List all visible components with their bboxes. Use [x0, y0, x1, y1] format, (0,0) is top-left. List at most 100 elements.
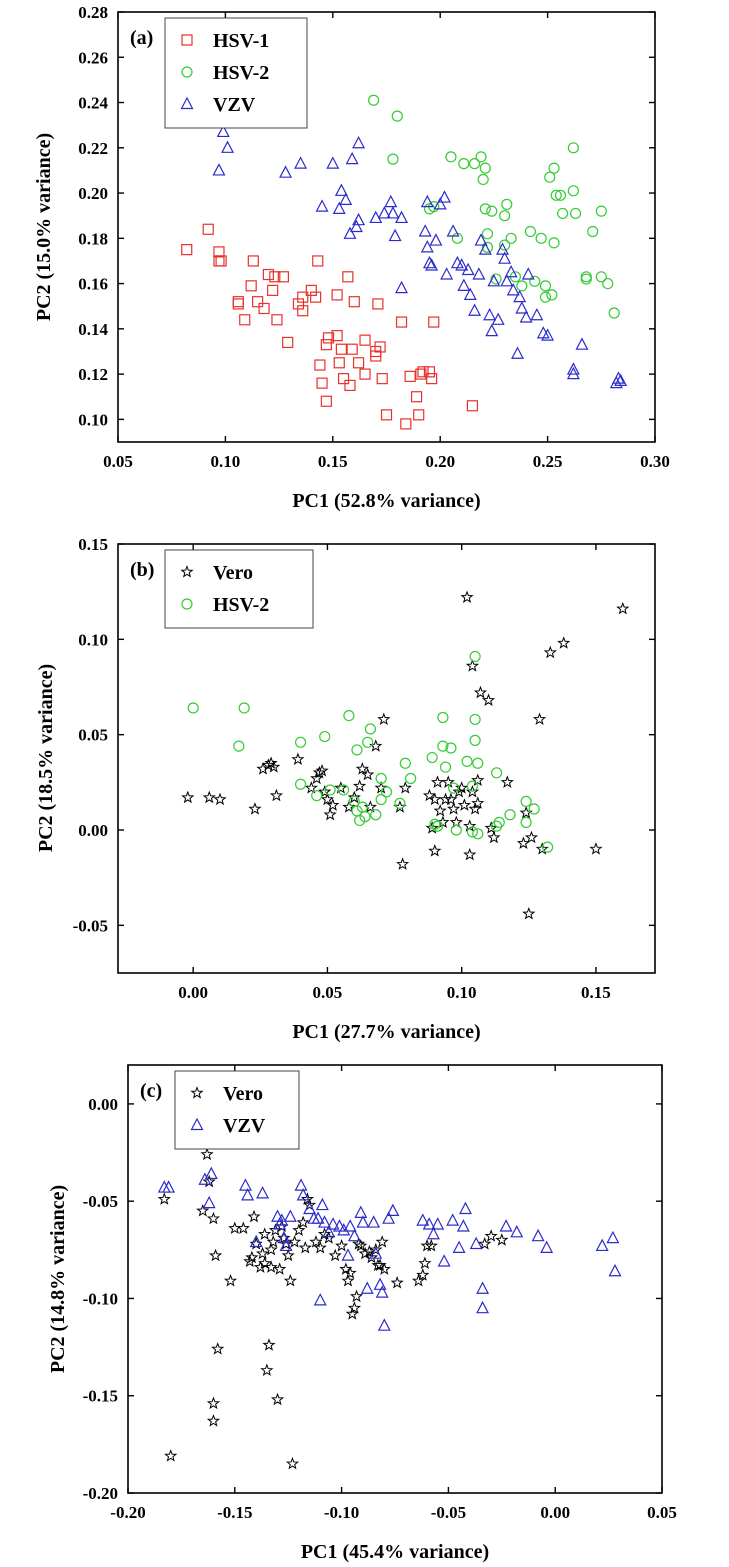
data-point [258, 1227, 272, 1240]
data-point [300, 1192, 315, 1205]
data-point [499, 239, 511, 251]
data-point [569, 207, 582, 220]
legend-marker [181, 598, 193, 610]
data-point [269, 788, 284, 802]
y-tick-label: -0.05 [73, 916, 108, 935]
data-point [490, 767, 503, 779]
series-hsv-2 [368, 94, 620, 319]
data-point [479, 203, 491, 215]
x-tick-label: -0.15 [217, 1503, 252, 1522]
data-point [602, 277, 614, 290]
legend-marker [180, 565, 194, 578]
data-point [528, 803, 540, 815]
data-point [375, 793, 387, 806]
data-point [472, 267, 486, 280]
data-point [388, 228, 402, 242]
data-point [616, 601, 630, 615]
data-point [566, 366, 580, 380]
data-point [391, 110, 403, 122]
data-point [202, 1195, 216, 1209]
data-point [554, 189, 567, 201]
legend-label: Vero [223, 1083, 263, 1105]
data-point [206, 1414, 221, 1427]
y-tick-label: 0.20 [78, 184, 108, 203]
legend-label: VZV [223, 1115, 266, 1137]
data-point [543, 645, 557, 659]
data-point [373, 1277, 387, 1290]
data-point [437, 711, 449, 724]
data-point [469, 650, 481, 663]
data-point [337, 373, 350, 385]
y-tick-label: 0.00 [78, 821, 108, 840]
data-point [483, 307, 497, 321]
data-point [498, 251, 512, 264]
data-point [398, 781, 412, 794]
data-point [524, 225, 537, 238]
data-point [277, 1231, 291, 1244]
data-point [337, 1223, 351, 1236]
data-point [341, 1248, 355, 1261]
data-point [416, 1268, 430, 1281]
data-point [352, 357, 365, 369]
data-point [463, 287, 477, 300]
data-point [395, 280, 409, 294]
data-point [215, 255, 227, 267]
data-point [394, 797, 406, 809]
data-point [334, 183, 348, 196]
data-point [356, 1215, 370, 1228]
y-axis-label: PC2 (15.0% variance) [33, 133, 55, 321]
y-tick-label: -0.15 [83, 1387, 118, 1406]
data-point [423, 366, 436, 378]
x-tick-label: 0.05 [313, 983, 343, 1002]
data-point [491, 312, 505, 325]
data-point [410, 391, 423, 403]
data-point [296, 1188, 310, 1201]
data-point [380, 786, 393, 798]
legend: Vero VZV [174, 1070, 300, 1150]
y-tick-label: 0.18 [78, 229, 108, 248]
data-point [606, 1230, 620, 1244]
data-point [532, 712, 547, 726]
y-tick-label: 0.22 [78, 139, 108, 158]
y-axis-label: PC2 (14.8% variance) [47, 1185, 69, 1373]
data-point [334, 781, 348, 794]
data-point [386, 206, 400, 219]
data-point [354, 1205, 368, 1218]
data-point [531, 1228, 545, 1242]
data-point [181, 790, 195, 804]
data-point [292, 1223, 306, 1236]
data-point [415, 368, 427, 380]
data-point [343, 226, 357, 239]
data-point [370, 809, 382, 821]
data-point [239, 314, 251, 326]
data-point [466, 780, 479, 792]
data-point [342, 800, 356, 813]
data-point [162, 1180, 176, 1193]
data-point [490, 273, 502, 285]
data-point [377, 206, 391, 219]
data-point [541, 328, 555, 341]
x-tick-label: -0.05 [431, 1503, 466, 1522]
data-point [472, 757, 484, 769]
data-point [546, 289, 558, 301]
data-point [310, 771, 324, 785]
data-point [252, 296, 264, 308]
data-point [457, 278, 471, 291]
series-hsv-1 [181, 223, 479, 430]
data-point [206, 1396, 221, 1410]
data-point [460, 590, 474, 603]
data-point [322, 1225, 336, 1238]
data-point [260, 1363, 274, 1377]
data-point [337, 784, 350, 796]
data-point [372, 298, 384, 310]
data-point [264, 1260, 278, 1273]
data-point [595, 1238, 609, 1252]
data-point [313, 1293, 327, 1306]
data-point [484, 821, 498, 834]
data-point [608, 1263, 622, 1277]
data-point [270, 1392, 285, 1406]
data-point [282, 336, 294, 349]
data-point [294, 156, 308, 169]
data-point [375, 1235, 389, 1248]
data-point [504, 809, 516, 821]
